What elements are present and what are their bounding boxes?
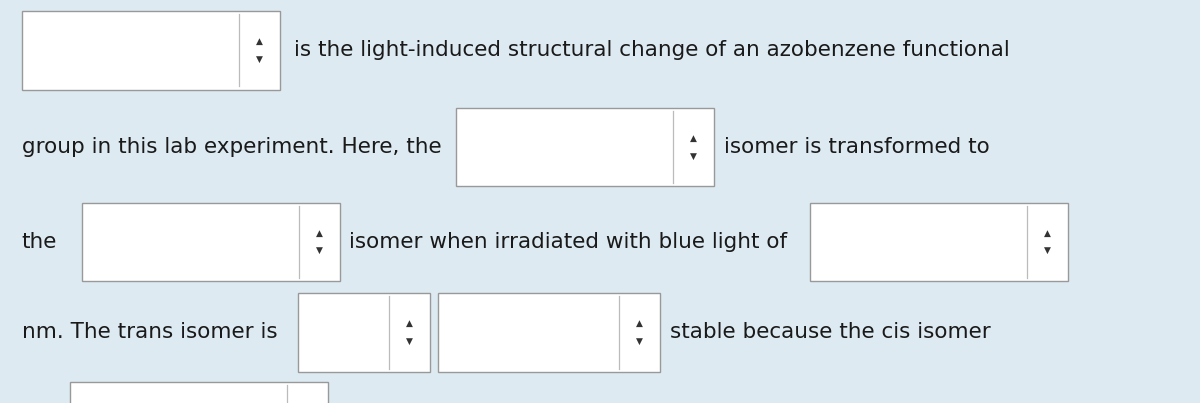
FancyBboxPatch shape [438,293,660,372]
FancyBboxPatch shape [22,11,280,90]
Text: the: the [22,232,56,252]
Text: ▼: ▼ [1044,246,1051,255]
FancyBboxPatch shape [810,202,1068,281]
FancyBboxPatch shape [70,382,328,403]
Text: ▼: ▼ [406,337,413,346]
Text: isomer when irradiated with blue light of: isomer when irradiated with blue light o… [349,232,787,252]
Text: isomer is transformed to: isomer is transformed to [724,137,989,157]
Text: group in this lab experiment. Here, the: group in this lab experiment. Here, the [22,137,442,157]
Text: ▲: ▲ [256,37,263,46]
FancyBboxPatch shape [298,293,430,372]
Text: ▼: ▼ [690,152,697,160]
Text: is the light-induced structural change of an azobenzene functional: is the light-induced structural change o… [294,40,1009,60]
Text: stable because the cis isomer: stable because the cis isomer [670,322,990,343]
FancyBboxPatch shape [456,108,714,186]
Text: ▲: ▲ [406,319,413,328]
Text: nm. The trans isomer is: nm. The trans isomer is [22,322,277,343]
Text: ▼: ▼ [256,55,263,64]
Text: ▲: ▲ [316,229,323,237]
Text: ▼: ▼ [636,337,643,346]
Text: ▼: ▼ [316,246,323,255]
Text: ▲: ▲ [690,134,697,143]
Text: ▲: ▲ [1044,229,1051,237]
FancyBboxPatch shape [82,202,340,281]
Text: ▲: ▲ [636,319,643,328]
